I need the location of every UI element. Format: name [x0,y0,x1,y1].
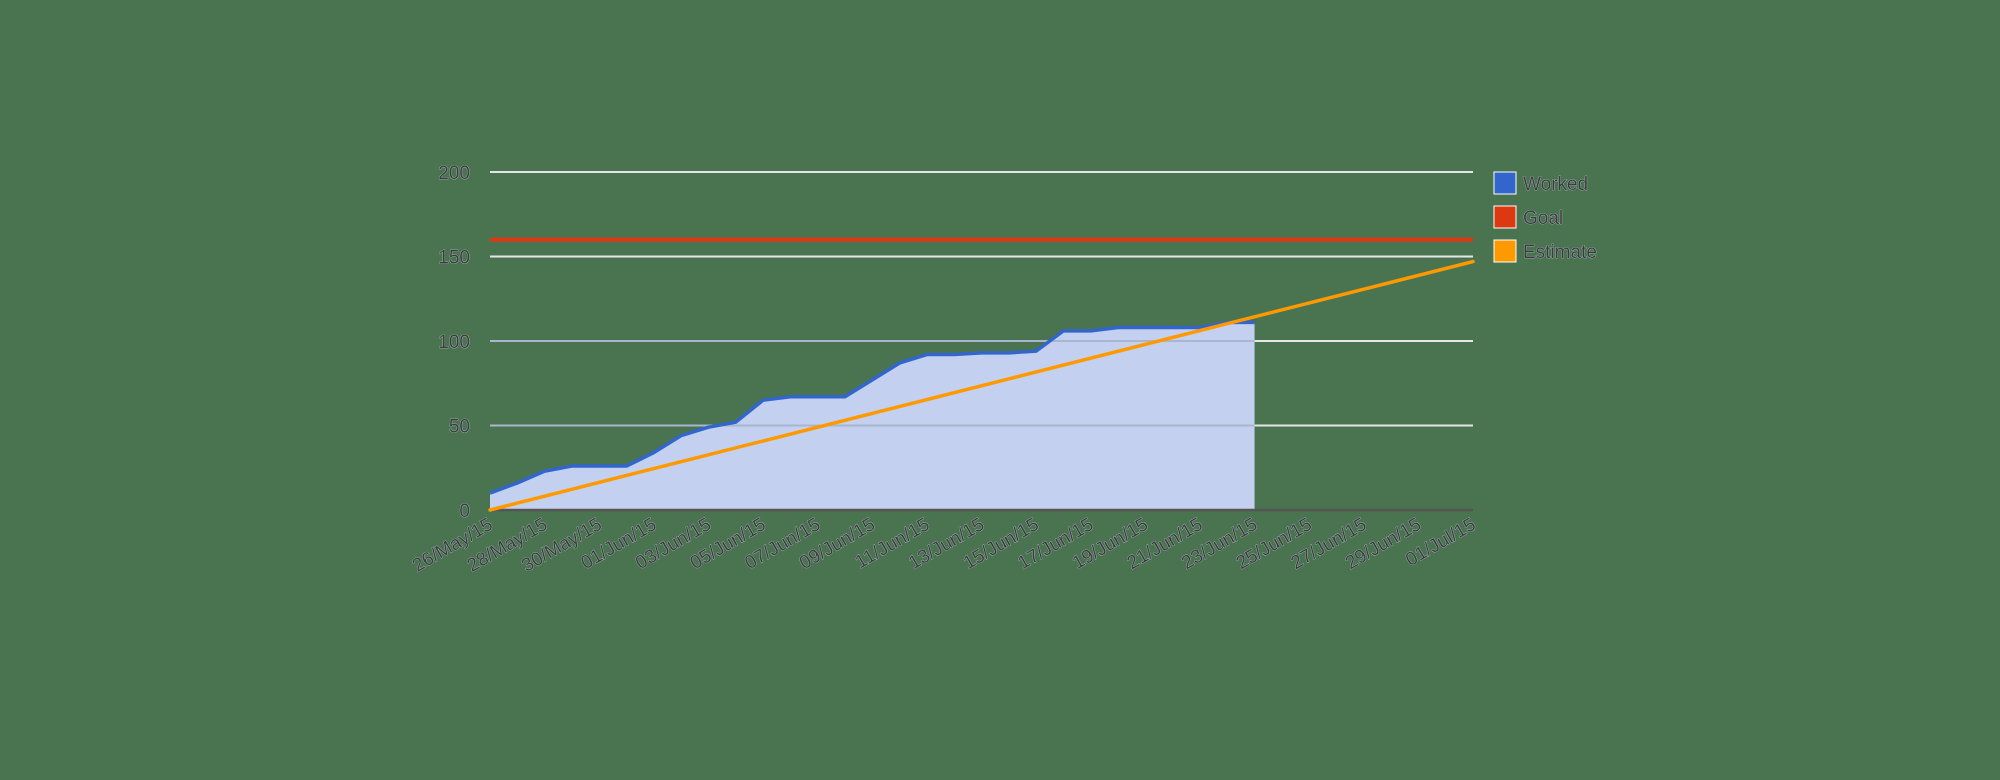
x-axis: 26/May/1528/May/1530/May/1501/Jun/1503/J… [409,514,1480,577]
estimate-line [488,259,1475,512]
legend-item-estimate[interactable]: Estimate [1493,239,1597,263]
y-tick-label: 150 [438,248,470,269]
legend-label: Goal [1523,208,1563,229]
legend-swatch-icon [1493,205,1517,229]
y-tick-label: 0 [459,501,470,522]
worked-line [489,320,1255,495]
y-axis: 0 50 100 150 200 [438,163,470,523]
legend-swatch-icon [1493,171,1517,195]
legend-item-goal[interactable]: Goal [1493,205,1563,229]
y-tick-label: 200 [438,163,470,184]
legend-label: Worked [1523,174,1588,195]
y-tick-label: 50 [449,417,470,438]
legend-item-worked[interactable]: Worked [1493,171,1588,195]
y-tick-label: 100 [438,332,470,353]
legend-label: Estimate [1523,242,1597,263]
legend: Worked Goal Estimate [1493,171,1597,263]
legend-swatch-icon [1493,239,1517,263]
series [488,237,1475,512]
